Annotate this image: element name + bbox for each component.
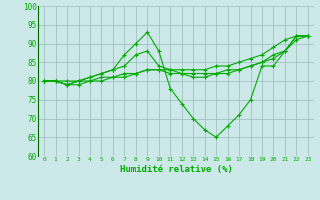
X-axis label: Humidité relative (%): Humidité relative (%) <box>120 165 232 174</box>
